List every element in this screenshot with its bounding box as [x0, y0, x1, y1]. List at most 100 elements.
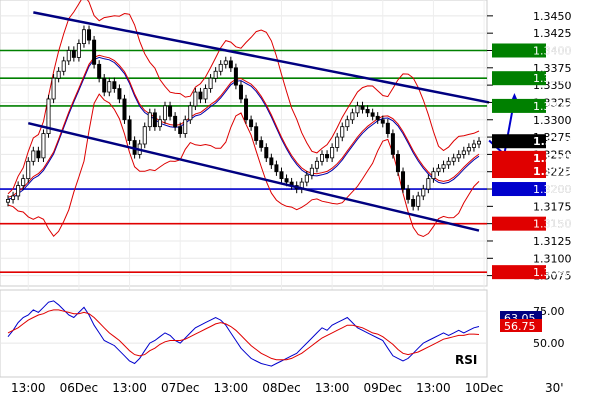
x-tick-label: 09Dec: [364, 381, 403, 395]
level-tag: [492, 216, 546, 231]
level-tag-label: 1.3150: [533, 218, 572, 231]
rsi-panel: RSI: [0, 289, 488, 378]
candle-body: [451, 157, 456, 162]
candle-body: [66, 50, 71, 62]
candle-body: [304, 174, 309, 183]
levels: [0, 49, 487, 273]
candle-body: [426, 178, 431, 190]
candle-body: [476, 140, 481, 145]
candle-body: [36, 150, 41, 159]
moving-average: [7, 56, 480, 200]
rsi-tick-label: 50.00: [533, 337, 565, 350]
candle-body: [370, 112, 375, 117]
candle-body: [31, 150, 36, 162]
candle-body: [375, 115, 380, 121]
candle-body: [446, 160, 451, 166]
price-tag: [492, 164, 546, 179]
candle-body: [71, 50, 76, 58]
level-tag-label: 1.3400: [533, 44, 572, 57]
candle-body: [56, 70, 61, 79]
candle-body: [466, 147, 471, 152]
candle-body: [441, 164, 446, 169]
candle-body: [21, 178, 26, 186]
candle-body: [395, 153, 400, 173]
candle-body: [168, 105, 173, 117]
rsi-grid: [0, 310, 487, 344]
candle-body: [244, 98, 249, 121]
candle-body: [46, 98, 51, 135]
bollinger-bands: [7, 0, 480, 238]
candle-body: [178, 126, 183, 135]
candle-body: [122, 98, 127, 121]
candle-body: [223, 60, 228, 65]
candle-body: [41, 133, 46, 159]
candle-body: [198, 91, 203, 100]
x-tick-label: 07Dec: [161, 381, 200, 395]
candle-body: [365, 108, 370, 114]
candle-body: [249, 119, 254, 128]
candle-body: [203, 88, 208, 100]
candle-body: [102, 77, 107, 93]
level-tag-label: 1.3200: [533, 183, 572, 196]
level-tag: [492, 182, 546, 197]
candle-body: [157, 119, 162, 128]
candle-body: [264, 147, 269, 159]
level-tag: [492, 265, 546, 280]
price-tag-label: 1.3245: [533, 152, 575, 165]
candle-body: [269, 157, 274, 166]
candle-body: [97, 63, 102, 79]
candle-body: [238, 84, 243, 100]
candle-body: [61, 60, 66, 72]
candle-body: [309, 167, 314, 176]
candle-body: [436, 167, 441, 173]
candle-body: [87, 29, 92, 41]
channel-line: [33, 11, 490, 104]
x-tick-label: 13:00: [315, 381, 350, 395]
rsi-series-line: [7, 300, 480, 367]
candle-body: [142, 126, 147, 145]
channel-line: [27, 122, 480, 232]
x-tick-label: 13:00: [214, 381, 249, 395]
candle-body: [330, 147, 335, 159]
candle-body: [340, 126, 345, 138]
x-tick-label: 06Dec: [60, 381, 99, 395]
price-tag: [492, 150, 546, 165]
candle-body: [26, 160, 31, 180]
candle-body: [183, 119, 188, 135]
candle-body: [345, 119, 350, 128]
y-tick-label: 1.3425: [533, 27, 572, 40]
candle-body: [152, 112, 157, 128]
candle-body: [107, 81, 112, 93]
candle-body: [314, 160, 319, 169]
candle-body: [92, 39, 97, 65]
candle-body: [319, 153, 324, 162]
candle-body: [117, 88, 122, 100]
x-tick-label: 13:00: [112, 381, 147, 395]
candle-body: [162, 105, 167, 121]
candle-body: [416, 195, 421, 207]
candle-body: [218, 63, 223, 72]
candle-body: [147, 112, 152, 128]
candle-body: [401, 171, 406, 190]
candle-body: [81, 29, 86, 44]
price-tag-label: 1.3269: [533, 135, 575, 148]
y-axis: 1.34501.34251.34001.33751.33501.33251.33…: [487, 10, 576, 283]
x-axis: 13:00 06Dec 13:00 07Dec 13:00 08Dec 13:00 09Dec…: [11, 381, 503, 395]
candle-body: [284, 178, 289, 183]
y-tick-label: 1.3300: [533, 114, 572, 127]
candle-body: [112, 81, 117, 89]
candle-body: [6, 199, 11, 203]
candle-body: [335, 136, 340, 148]
candle-body: [360, 105, 365, 110]
candle-body: [461, 150, 466, 155]
candle-body: [11, 195, 16, 200]
candle-body: [193, 91, 198, 107]
level-tag: [492, 98, 546, 113]
y-tick-label: 1.3100: [533, 252, 572, 265]
y-tick-label: 1.3125: [533, 235, 572, 248]
candles: [6, 25, 481, 211]
candle-body: [51, 77, 56, 100]
y-tick-label: 1.3175: [533, 200, 572, 213]
candle-body: [208, 77, 213, 89]
